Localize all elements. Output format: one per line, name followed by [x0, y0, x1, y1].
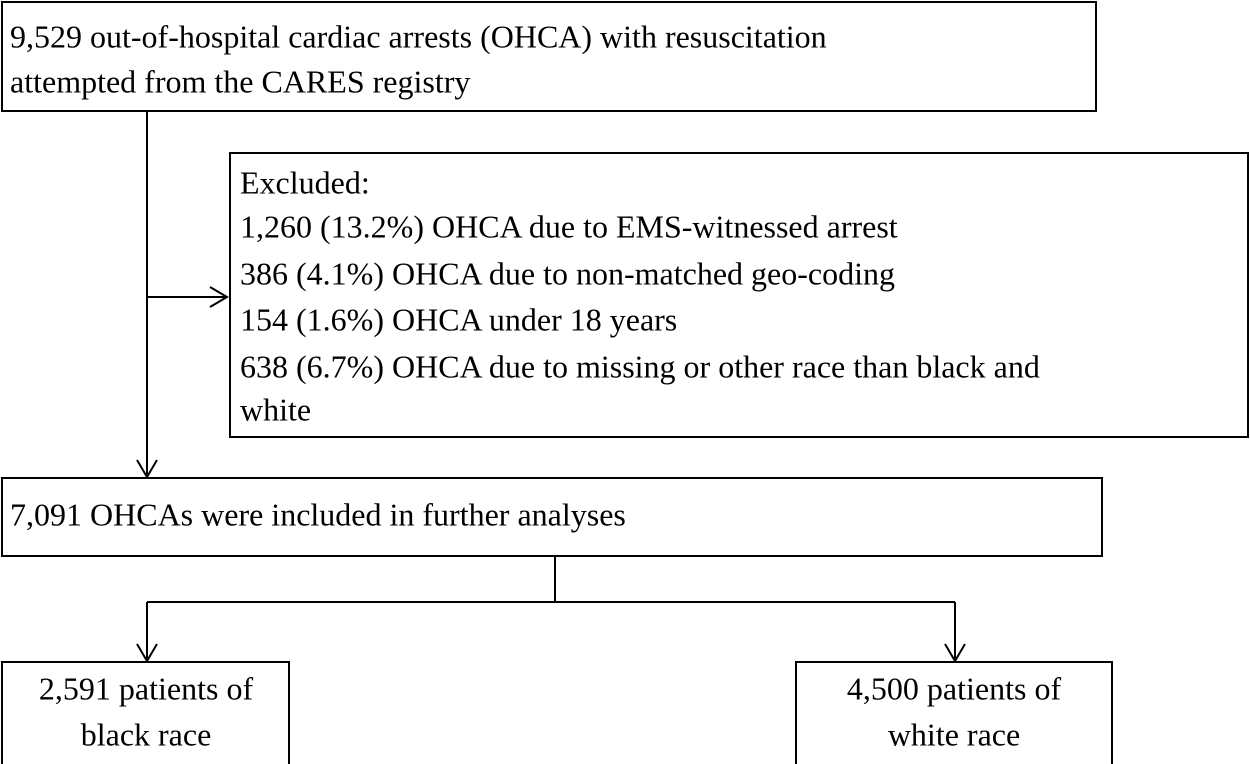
box-text: 7,091 OHCAs were included in further ana…	[10, 496, 626, 532]
box-text: 9,529 out-of-hospital cardiac arrests (O…	[10, 18, 827, 54]
box	[1, 1, 1097, 112]
arrow-head	[209, 286, 229, 308]
box-text: 4,500 patients of	[847, 670, 1062, 706]
box	[229, 152, 1249, 438]
box-text: 1,260 (13.2%) OHCA due to EMS-witnessed …	[240, 208, 898, 244]
box-text: 154 (1.6%) OHCA under 18 years	[240, 301, 677, 337]
box-text: 638 (6.7%) OHCA due to missing or other …	[240, 348, 1040, 384]
box-text: attempted from the CARES registry	[10, 63, 470, 99]
box-text: Excluded:	[240, 164, 370, 200]
box-text: white race	[888, 716, 1020, 752]
box-text: black race	[81, 716, 212, 752]
box-text: 386 (4.1%) OHCA due to non-matched geo-c…	[240, 255, 895, 291]
box	[1, 661, 290, 764]
box	[1, 477, 1103, 557]
box-text: 2,591 patients of	[39, 670, 254, 706]
box-text: white	[240, 391, 311, 427]
box	[795, 661, 1113, 764]
